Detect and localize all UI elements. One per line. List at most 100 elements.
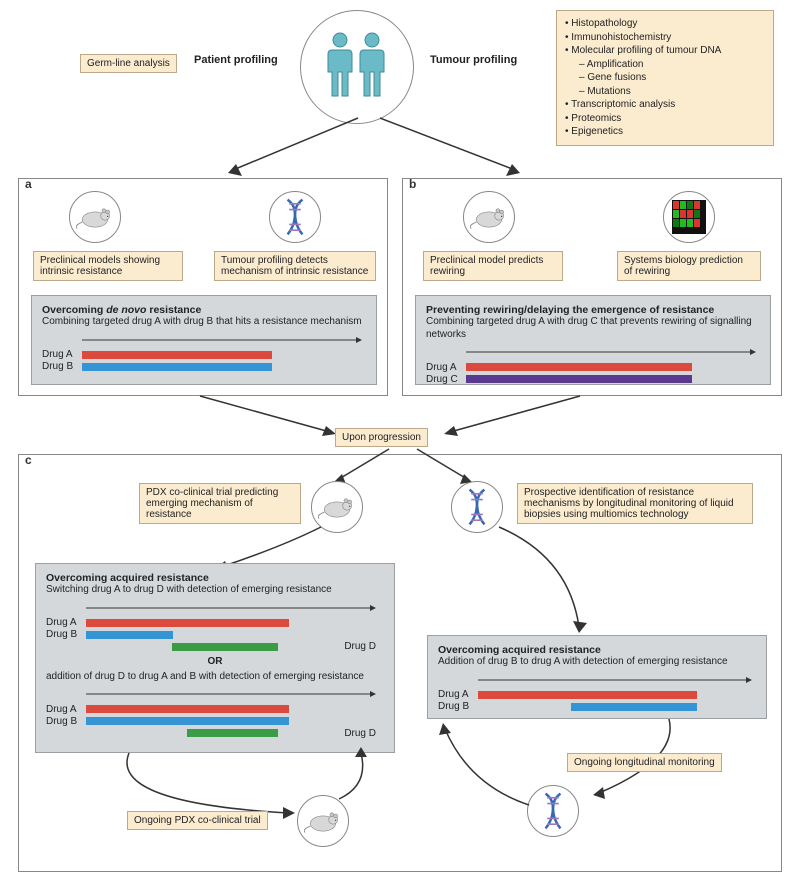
drug-label: Drug B: [42, 361, 82, 372]
c-right-title: Overcoming acquired resistance: [438, 644, 756, 656]
c-left-sub2: addition of drug D to drug A and B with …: [46, 671, 384, 684]
panel-a-right-tag: Tumour profiling detects mechanism of in…: [214, 251, 376, 281]
c-right-sub: Addition of drug B to drug A with detect…: [438, 656, 756, 669]
timeline-a: Drug ADrug B: [42, 335, 362, 372]
ongoing-pdx-tag: Ongoing PDX co-clinical trial: [127, 811, 268, 830]
drug-bar-row: Drug B: [46, 716, 376, 726]
panel-a-sub: Combining targeted drug A with drug B th…: [42, 316, 366, 329]
drug-bar: [478, 691, 697, 699]
tumour-list-item: Amplification: [565, 58, 765, 72]
timeline-arrow-icon: [42, 335, 362, 345]
tumour-list-item: Proteomics: [565, 112, 765, 126]
dna-icon-a: [269, 191, 321, 243]
drug-bar-row: Drug B: [42, 362, 362, 372]
drug-bar-row: Drug A: [46, 704, 376, 714]
panel-c-right-gray: Overcoming acquired resistance Addition …: [427, 635, 767, 719]
panel-a-gray: Overcoming de novo resistance Combining …: [31, 295, 377, 385]
panel-b-letter: b: [409, 177, 416, 191]
tumour-list-item: Histopathology: [565, 17, 765, 31]
timeline-arrow-icon: [46, 603, 376, 613]
patient-circle: [300, 10, 414, 124]
panel-c: c PDX co-clinical trial predicting emerg…: [18, 454, 782, 872]
arrow-b-down: [440, 396, 640, 446]
panel-c-letter: c: [25, 453, 32, 467]
panel-b-title: Preventing rewiring/delaying the emergen…: [426, 304, 760, 316]
drug-bar: [86, 631, 173, 639]
panel-b-gray: Preventing rewiring/delaying the emergen…: [415, 295, 771, 385]
panel-b-left-tag: Preclinical model predicts rewiring: [423, 251, 563, 281]
drug-label: Drug A: [438, 689, 478, 700]
drug-bar-row: Drug D: [46, 728, 376, 738]
drug-bar: [82, 363, 272, 371]
arrow-dna-to-block: [499, 527, 619, 637]
c-left-sub1: Switching drug A to drug D with detectio…: [46, 584, 384, 597]
tumour-list-box: HistopathologyImmunohistochemistryMolecu…: [556, 10, 774, 146]
ongoing-longitudinal-tag: Ongoing longitudinal monitoring: [567, 753, 722, 772]
drug-bar-row: Drug D: [46, 642, 376, 652]
drug-label: Drug B: [46, 629, 86, 640]
panel-b-sub: Combining targeted drug A with drug C th…: [426, 316, 760, 341]
germline-tag: Germ-line analysis: [80, 54, 177, 73]
drug-bar-row: Drug B: [438, 702, 752, 712]
mouse-icon-c-top: [311, 481, 363, 533]
drug-bar-row: Drug B: [46, 630, 376, 640]
heatmap-icon-b: [663, 191, 715, 243]
tumour-list-item: Epigenetics: [565, 125, 765, 139]
drug-label: Drug B: [46, 716, 86, 727]
patients-icon: [312, 22, 402, 112]
drug-bar: [466, 363, 692, 371]
arrow-mouse-bottom-back: [319, 755, 399, 805]
drug-label: Drug A: [46, 704, 86, 715]
drug-bar-row: Drug A: [42, 350, 362, 360]
drug-bar: [86, 705, 289, 713]
drug-bar: [571, 703, 697, 711]
tumour-list-item: Molecular profiling of tumour DNA: [565, 44, 765, 58]
tumour-list-item: Immunohistochemistry: [565, 31, 765, 45]
timeline-arrow-icon: [438, 675, 752, 685]
prospective-tag: Prospective identification of resistance…: [517, 483, 753, 524]
top-section: Germ-line analysis Patient profiling Tum…: [0, 0, 800, 165]
tumour-list-item: Gene fusions: [565, 71, 765, 85]
drug-label: Drug A: [42, 349, 82, 360]
timeline-b: Drug ADrug C: [426, 347, 756, 384]
c-left-title: Overcoming acquired resistance: [46, 572, 384, 584]
drug-bar: [86, 619, 289, 627]
mouse-icon-b: [463, 191, 515, 243]
upon-progression-tag: Upon progression: [335, 428, 428, 447]
tumour-list-item: Transcriptomic analysis: [565, 98, 765, 112]
drug-label: Drug C: [426, 374, 466, 385]
drug-label: Drug B: [438, 701, 478, 712]
drug-bar: [82, 351, 272, 359]
drug-bar-row: Drug A: [426, 362, 756, 372]
arrow-to-b: [380, 118, 580, 178]
panel-b-right-tag: Systems biology prediction of rewiring: [617, 251, 761, 281]
drug-bar-row: Drug A: [46, 618, 376, 628]
pdx-tag: PDX co-clinical trial predicting emergin…: [139, 483, 301, 524]
bars-c-right: Drug ADrug B: [438, 675, 752, 712]
or-label: OR: [46, 656, 384, 667]
drug-bar: [187, 729, 278, 737]
mouse-icon-a: [69, 191, 121, 243]
panel-a-letter: a: [25, 177, 32, 191]
drug-bar: [86, 717, 289, 725]
drug-label-after: Drug D: [344, 641, 376, 652]
patient-profiling-label: Patient profiling: [194, 54, 278, 66]
timeline-arrow-icon: [46, 689, 376, 699]
tumour-profiling-label: Tumour profiling: [430, 54, 517, 66]
dna-icon-c-top: [451, 481, 503, 533]
tumour-list-item: Mutations: [565, 85, 765, 99]
panel-a-left-tag: Preclinical models showing intrinsic res…: [33, 251, 183, 281]
panel-a-title: Overcoming de novo resistance: [42, 304, 366, 316]
timeline-arrow-icon: [426, 347, 756, 357]
drug-label: Drug A: [426, 362, 466, 373]
panel-a: a Preclinical models showing intrinsic r…: [18, 178, 388, 396]
drug-label: Drug A: [46, 617, 86, 628]
panel-b: b Preclinical model predicts rewiring Sy…: [402, 178, 782, 396]
drug-bar: [466, 375, 692, 383]
drug-label-after: Drug D: [344, 728, 376, 739]
drug-bar-row: Drug A: [438, 690, 752, 700]
panel-c-left-gray: Overcoming acquired resistance Switching…: [35, 563, 395, 753]
bars-c-set1: Drug ADrug B Drug D: [46, 603, 376, 652]
arrow-dna-bottom-back: [439, 745, 539, 825]
drug-bar-row: Drug C: [426, 374, 756, 384]
